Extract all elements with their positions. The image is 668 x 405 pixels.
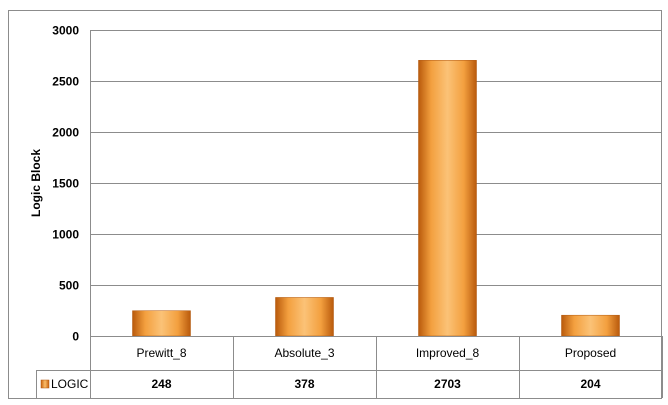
bar-prewitt_8 [132,310,191,337]
y-axis-tick-labels: 0 500 1000 1500 2000 2500 3000 [52,24,79,344]
bar-proposed [561,314,620,337]
y-tick-label: 500 [59,279,79,293]
x-category-label: Proposed [565,346,616,360]
bar-improved_8 [418,60,477,337]
bar-absolute_3 [275,297,334,337]
data-table-value: 2703 [434,377,461,391]
legend-series-label: LOGIC [51,377,89,391]
y-tick-label: 1500 [52,177,79,191]
y-tick-label: 0 [72,330,79,344]
data-table-value: 248 [151,377,171,391]
x-category-label: Absolute_3 [274,346,334,360]
chart-frame [8,10,662,399]
legend-swatch [40,379,50,389]
y-tick-label: 2000 [52,126,79,140]
y-tick-label: 3000 [52,24,79,38]
y-tick-label: 2500 [52,75,79,89]
data-table-value: 378 [294,377,314,391]
y-axis-label: Logic Block [29,149,43,217]
y-tick-label: 1000 [52,228,79,242]
x-category-label: Improved_8 [416,346,480,360]
data-table: Prewitt_8 248 Absolute_3 378 Improved_8 2703 P… [36,336,663,399]
x-category-label: Prewitt_8 [136,346,186,360]
gridlines [90,30,662,336]
data-table-value: 204 [580,377,600,391]
bars [132,60,620,337]
